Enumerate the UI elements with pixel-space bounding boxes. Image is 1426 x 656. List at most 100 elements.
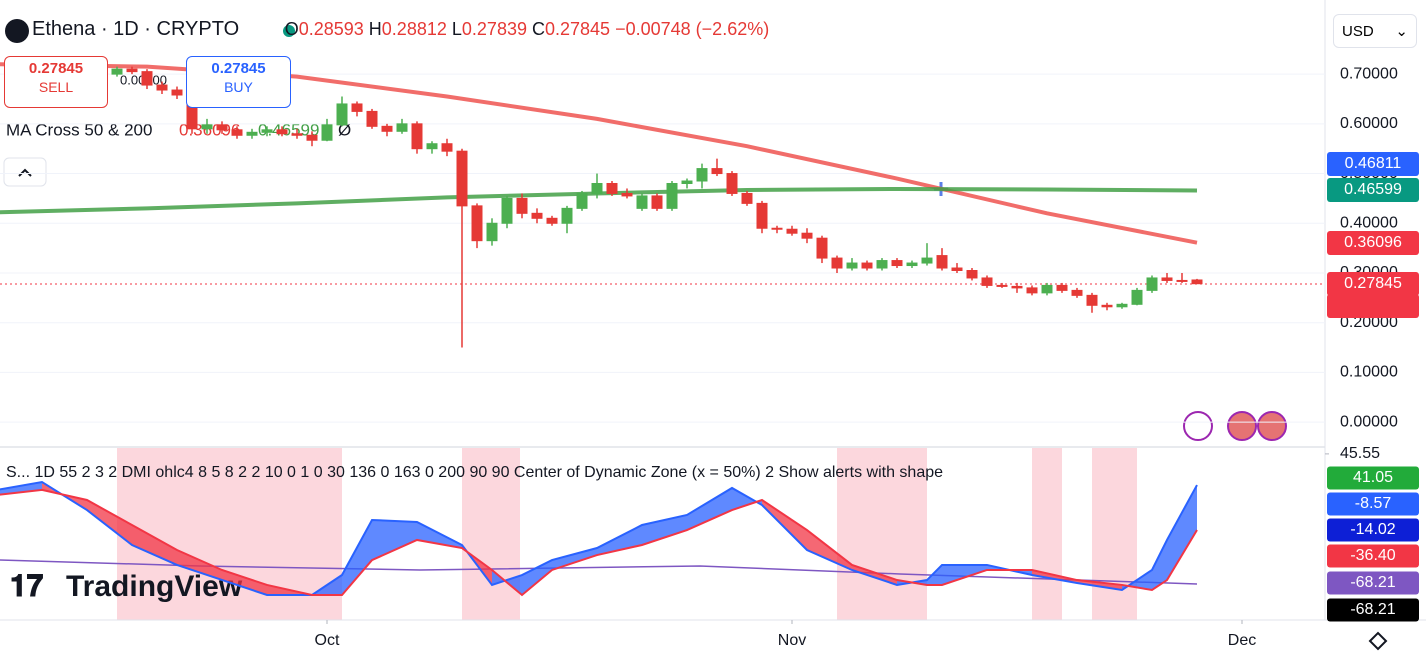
candle-body: [501, 197, 513, 224]
countdown-bg: [1327, 294, 1419, 318]
label: L: [451, 19, 462, 39]
candle-body: [801, 232, 813, 239]
candle-body: [366, 110, 378, 127]
y-tick-label: 0.00000: [1340, 413, 1398, 430]
candle-body: [876, 260, 888, 269]
fill-area: [597, 525, 642, 556]
candle-body: [336, 103, 348, 126]
candle-body: [1101, 304, 1113, 308]
price-badge: [1327, 272, 1419, 296]
indicator-name: MA Cross 50 & 200: [6, 120, 152, 139]
candle-body: [381, 125, 393, 132]
candle-body: [816, 237, 828, 259]
icons: [3, 19, 1388, 651]
fill-area: [1152, 539, 1167, 590]
candle-body: [1116, 303, 1128, 308]
candle-body: [291, 133, 303, 136]
header: Ethena · 1D · CRYPTO O0.28593 H0.28812 L…: [6, 18, 769, 41]
candle-body: [246, 131, 258, 136]
candle-body: [351, 103, 363, 112]
price-badge-text: 0.36096: [1344, 234, 1402, 251]
fill-area: [942, 564, 987, 585]
candle-body: [831, 257, 843, 269]
candle-body: [111, 68, 123, 75]
candle-body: [606, 182, 618, 194]
candle-body: [276, 129, 288, 135]
y-tick-label: 0.40000: [1340, 214, 1398, 231]
price-badge-text: -8.57: [1355, 495, 1392, 512]
sell-price: 0.27845: [28, 60, 84, 77]
candle-body: [1176, 279, 1188, 282]
price-badge: [1327, 571, 1419, 595]
fill-area: [87, 499, 132, 545]
fill-area: [1167, 485, 1197, 581]
candle-body: [546, 217, 558, 224]
candle-body: [1161, 277, 1173, 281]
currency-select[interactable]: USD ⌄: [1333, 14, 1417, 48]
candle-body: [201, 124, 213, 130]
price-badge: [1327, 231, 1419, 255]
candle-body: [141, 71, 153, 86]
sell-label: SELL: [38, 79, 74, 95]
fill-area: [177, 550, 222, 580]
candle-body: [426, 143, 438, 150]
candle-body: [981, 277, 993, 286]
indicator-line: [0, 480, 1198, 596]
price-badge-text: 0.27845: [1344, 275, 1402, 292]
label: H: [368, 19, 382, 39]
price-badge-text: -36.40: [1350, 547, 1395, 564]
candle-body: [411, 123, 423, 150]
candle-body: [531, 212, 543, 219]
close: 0.27845: [545, 19, 611, 39]
price-badge-text: 0.46811: [1345, 155, 1402, 172]
candle-body: [1026, 287, 1038, 294]
candle-body: [231, 129, 243, 136]
candle-body: [471, 205, 483, 242]
candle-body: [1131, 289, 1143, 305]
candle-body: [846, 262, 858, 269]
candle-body: [1041, 284, 1053, 294]
candle-body: [1086, 294, 1098, 306]
candle-body: [591, 182, 603, 194]
sell-button[interactable]: 0.27845 SELL: [4, 56, 108, 108]
fill-area: [522, 560, 552, 595]
candle-body: [216, 124, 228, 131]
zone: [1032, 448, 1062, 620]
candle-body: [711, 168, 723, 175]
fill-area: [687, 487, 732, 531]
price-badge-text: -68.21: [1350, 601, 1395, 618]
watermark-logo: 𝟏𝟕: [10, 570, 44, 603]
candle-body: [321, 124, 333, 141]
candle-body: [756, 202, 768, 229]
buy-price: 0.27845: [211, 60, 266, 77]
label: C: [532, 19, 545, 39]
candle-body: [1056, 284, 1068, 291]
fill-area: [552, 548, 597, 570]
candle-body: [396, 123, 408, 132]
fill-area: [222, 569, 267, 595]
price-badge: [1327, 544, 1419, 568]
candle-body: [1146, 277, 1158, 291]
currency: USD: [1342, 23, 1374, 40]
high: 0.28812: [381, 19, 447, 39]
y-tick-label: 45.55: [1340, 445, 1380, 462]
pane-title: S... 1D 55 2 3 2 DMI ohlc4 8 5 8 2 2 10 …: [6, 464, 943, 481]
buy-button[interactable]: 0.27845 BUY: [186, 56, 291, 108]
price-badge: [1327, 152, 1419, 176]
price-badge-text: -14.02: [1350, 521, 1395, 538]
candle-body: [936, 255, 948, 269]
candle-body: [861, 262, 873, 269]
candle-body: [666, 182, 678, 209]
price-badge: [1327, 492, 1419, 516]
change: −0.00748 (−2.62%): [615, 19, 770, 39]
ohlc: O0.28593 H0.28812 L0.27839 C0.27845 −0.0…: [285, 19, 770, 39]
buy-label: BUY: [224, 79, 253, 95]
candle-body: [486, 222, 498, 242]
price-badge-text: 41.05: [1353, 469, 1393, 486]
y-tick-label: 0.60000: [1340, 115, 1398, 132]
price-badge-text: -68.21: [1350, 574, 1395, 591]
label: O: [284, 19, 299, 39]
candle-body: [516, 197, 528, 214]
